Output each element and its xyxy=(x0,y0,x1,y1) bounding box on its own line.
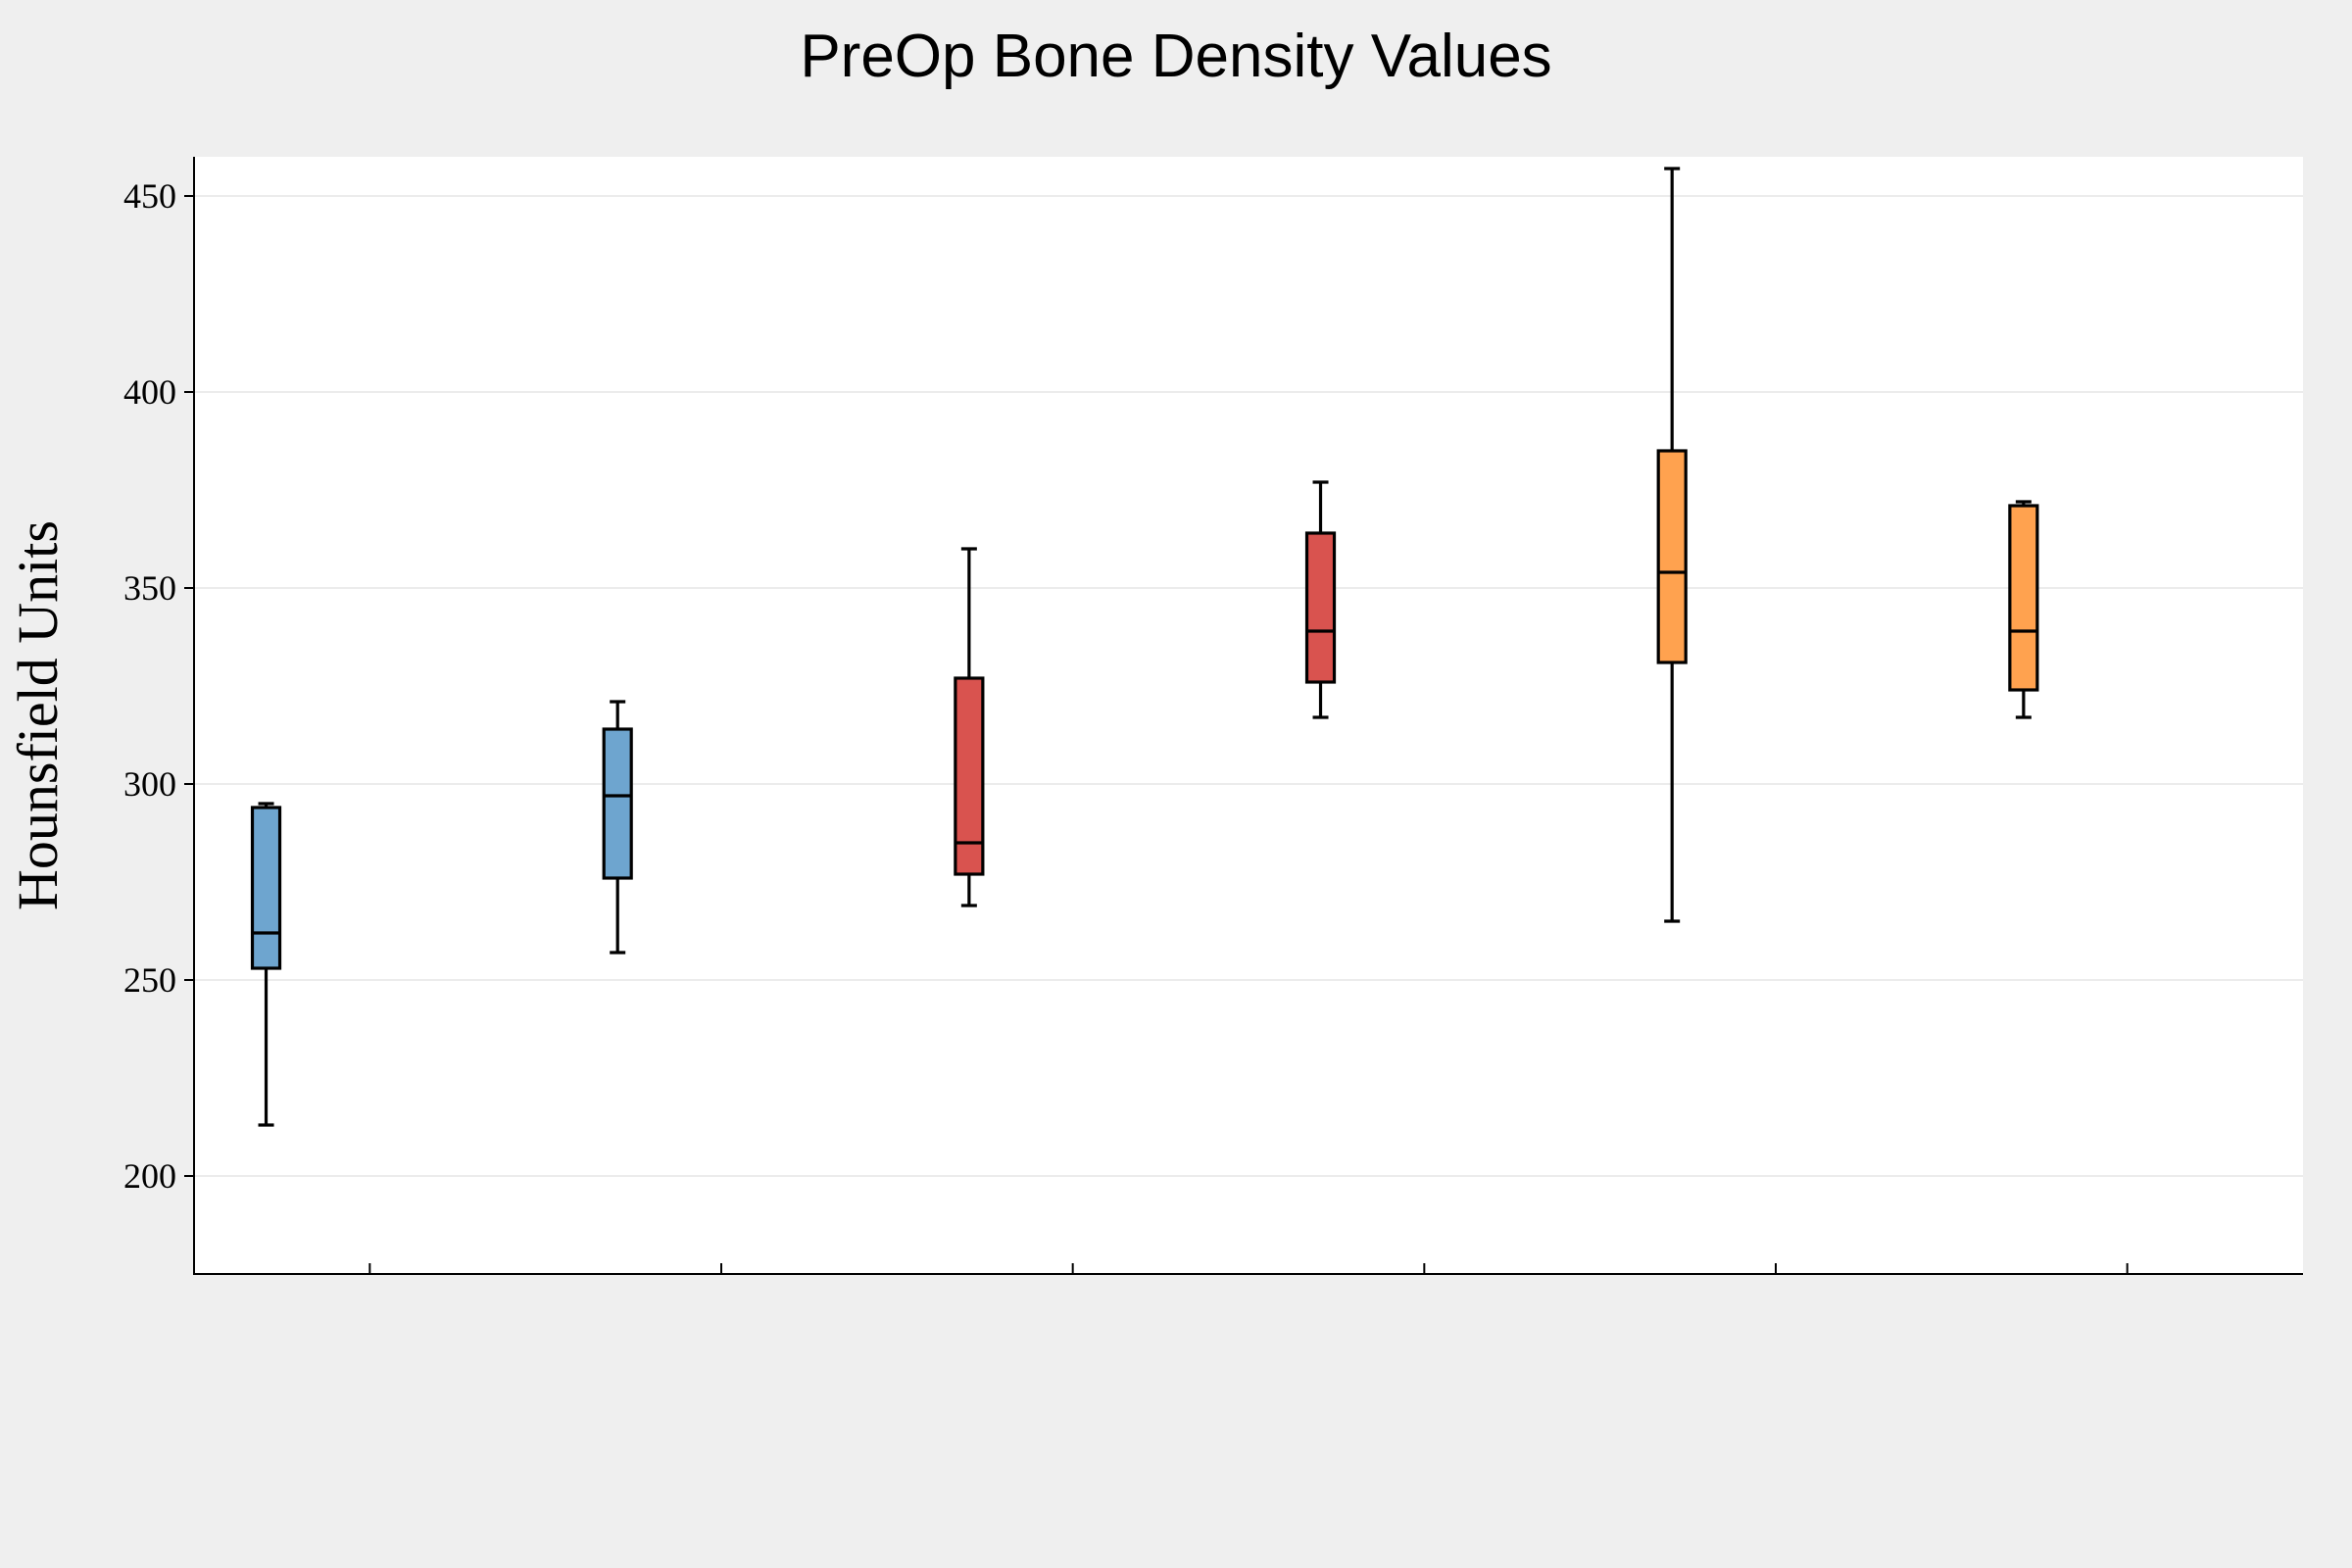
box-3 xyxy=(1304,480,1337,719)
y-tick-label-1: 250 xyxy=(123,960,176,1000)
box-body-1 xyxy=(602,727,633,880)
y-tick-label-3: 350 xyxy=(123,568,176,608)
box-5 xyxy=(2008,500,2039,719)
axes xyxy=(193,157,2303,1275)
box-4 xyxy=(1656,167,1688,923)
y-tick-label-4: 400 xyxy=(123,372,176,412)
chart-title: PreOp Bone Density Values xyxy=(800,23,1551,90)
y-tick-label-2: 300 xyxy=(123,764,176,804)
box-0 xyxy=(250,802,282,1127)
box-body-2 xyxy=(954,676,985,876)
x-ticks xyxy=(368,1263,2129,1274)
y-axis-label: Hounsfield Units xyxy=(6,520,70,910)
gridlines xyxy=(194,195,2303,1177)
y-tick-label-0: 200 xyxy=(123,1156,176,1196)
box-1 xyxy=(602,700,633,955)
box-body-3 xyxy=(1304,531,1337,684)
box-series xyxy=(250,167,2039,1127)
plot-area xyxy=(194,157,2303,1274)
box-body-0 xyxy=(250,806,282,970)
y-tick-label-5: 450 xyxy=(123,176,176,216)
box-2 xyxy=(954,547,985,907)
box-body-5 xyxy=(2008,504,2039,692)
box-body-4 xyxy=(1656,449,1688,664)
y-ticks: 200 250 300 350 400 450 xyxy=(123,176,194,1196)
